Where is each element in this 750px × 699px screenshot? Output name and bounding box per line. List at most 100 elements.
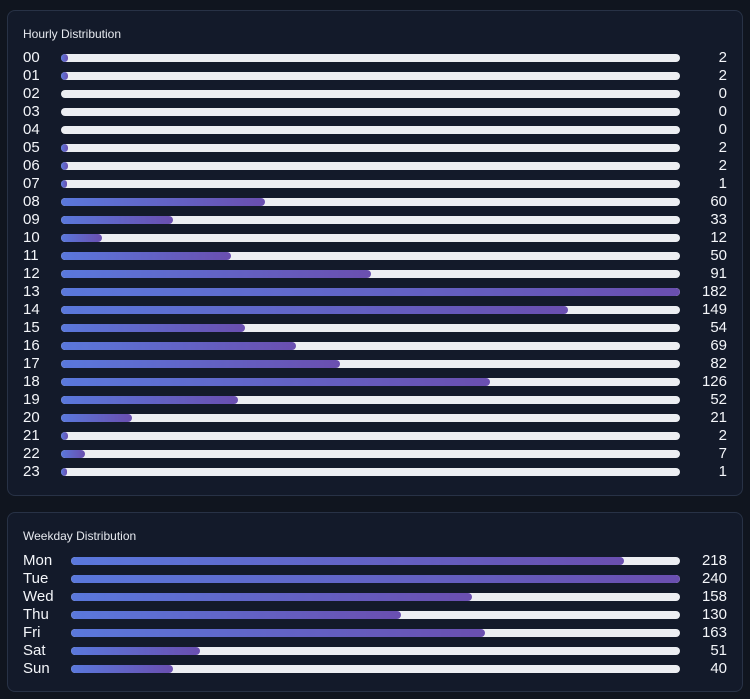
hour-row: 13 182 bbox=[8, 283, 742, 301]
weekday-distribution-panel: Weekday Distribution Mon 218 Tue 240 Wed 158 T… bbox=[7, 512, 743, 692]
hour-bar bbox=[61, 198, 266, 206]
weekday-row: Fri 163 bbox=[8, 624, 742, 642]
hour-label: 21 bbox=[23, 427, 40, 444]
hour-value: 91 bbox=[710, 265, 727, 282]
hour-row: 20 21 bbox=[8, 409, 742, 427]
hour-bar bbox=[61, 396, 238, 404]
hour-value: 54 bbox=[710, 319, 727, 336]
weekday-bar-track bbox=[71, 557, 680, 565]
weekday-bar-track bbox=[71, 647, 680, 655]
hour-bar-track bbox=[61, 162, 680, 170]
hour-bar-track bbox=[61, 360, 680, 368]
hourly-distribution-title: Hourly Distribution bbox=[23, 27, 122, 41]
hour-bar bbox=[61, 324, 245, 332]
hour-bar-track bbox=[61, 252, 680, 260]
hour-label: 10 bbox=[23, 229, 40, 246]
weekday-bar bbox=[71, 647, 201, 655]
hour-value: 2 bbox=[718, 49, 727, 66]
hour-value: 2 bbox=[718, 157, 727, 174]
hour-row: 09 33 bbox=[8, 211, 742, 229]
hour-bar-track bbox=[61, 108, 680, 116]
weekday-row: Sun 40 bbox=[8, 660, 742, 678]
hour-row: 15 54 bbox=[8, 319, 742, 337]
hour-row: 01 2 bbox=[8, 67, 742, 85]
hour-row: 03 0 bbox=[8, 103, 742, 121]
hour-label: 20 bbox=[23, 409, 40, 426]
hour-label: 17 bbox=[23, 355, 40, 372]
hour-value: 182 bbox=[701, 283, 727, 300]
hour-bar-track bbox=[61, 72, 680, 80]
hour-label: 23 bbox=[23, 463, 40, 480]
hour-bar-track bbox=[61, 288, 680, 296]
hour-label: 03 bbox=[23, 103, 40, 120]
weekday-label: Mon bbox=[23, 552, 53, 569]
hour-label: 15 bbox=[23, 319, 40, 336]
hour-value: 126 bbox=[701, 373, 727, 390]
hour-value: 0 bbox=[718, 103, 727, 120]
hour-label: 11 bbox=[23, 247, 39, 264]
weekday-bar-track bbox=[71, 575, 680, 583]
hour-bar bbox=[61, 306, 568, 314]
weekday-value: 240 bbox=[701, 570, 727, 587]
weekday-label: Sun bbox=[23, 660, 50, 677]
hour-bar-track bbox=[61, 144, 680, 152]
weekday-row: Sat 51 bbox=[8, 642, 742, 660]
weekday-bar bbox=[71, 629, 485, 637]
hour-bar-track bbox=[61, 342, 680, 350]
hour-label: 02 bbox=[23, 85, 40, 102]
hour-row: 14 149 bbox=[8, 301, 742, 319]
hour-row: 22 7 bbox=[8, 445, 742, 463]
hourly-distribution-panel: Hourly Distribution 00 2 01 2 02 0 03 0 04 0 05 2 06… bbox=[7, 10, 743, 496]
hour-bar bbox=[61, 432, 68, 440]
hour-value: 2 bbox=[718, 139, 727, 156]
hour-value: 69 bbox=[710, 337, 727, 354]
hour-bar bbox=[61, 234, 102, 242]
hour-bar-track bbox=[61, 324, 680, 332]
hour-row: 07 1 bbox=[8, 175, 742, 193]
weekday-bar bbox=[71, 575, 680, 583]
hour-row: 11 50 bbox=[8, 247, 742, 265]
hour-label: 09 bbox=[23, 211, 40, 228]
hour-bar bbox=[61, 216, 174, 224]
weekday-value: 218 bbox=[701, 552, 727, 569]
hour-value: 33 bbox=[710, 211, 727, 228]
hour-bar-track bbox=[61, 450, 680, 458]
hour-value: 7 bbox=[718, 445, 727, 462]
hour-bar-track bbox=[61, 432, 680, 440]
hour-bar-track bbox=[61, 180, 680, 188]
hour-bar-track bbox=[61, 234, 680, 242]
hour-row: 18 126 bbox=[8, 373, 742, 391]
hour-label: 01 bbox=[23, 67, 40, 84]
hour-bar bbox=[61, 414, 133, 422]
hour-value: 1 bbox=[718, 175, 727, 192]
weekday-bar-track bbox=[71, 611, 680, 619]
hour-label: 22 bbox=[23, 445, 40, 462]
weekday-bar bbox=[71, 557, 625, 565]
weekday-bar bbox=[71, 665, 173, 673]
hour-row: 08 60 bbox=[8, 193, 742, 211]
weekday-bar bbox=[71, 593, 472, 601]
hour-bar bbox=[61, 468, 67, 476]
weekday-value: 158 bbox=[701, 588, 727, 605]
hour-bar-track bbox=[61, 216, 680, 224]
weekday-label: Fri bbox=[23, 624, 41, 641]
weekday-bar-track bbox=[71, 629, 680, 637]
hour-row: 00 2 bbox=[8, 49, 742, 67]
hour-row: 05 2 bbox=[8, 139, 742, 157]
hour-bar bbox=[61, 72, 68, 80]
hour-bar bbox=[61, 144, 68, 152]
hour-value: 0 bbox=[718, 121, 727, 138]
hour-label: 08 bbox=[23, 193, 40, 210]
hour-value: 21 bbox=[710, 409, 727, 426]
weekday-bar-track bbox=[71, 593, 680, 601]
hour-bar-track bbox=[61, 54, 680, 62]
hour-value: 12 bbox=[710, 229, 727, 246]
hour-value: 50 bbox=[710, 247, 727, 264]
weekday-bar-list: Mon 218 Tue 240 Wed 158 Thu 130 Fri 163 Sat 51 Sun 40 bbox=[8, 552, 742, 678]
hour-row: 06 2 bbox=[8, 157, 742, 175]
hour-row: 10 12 bbox=[8, 229, 742, 247]
hour-row: 16 69 bbox=[8, 337, 742, 355]
hour-value: 149 bbox=[701, 301, 727, 318]
hour-row: 17 82 bbox=[8, 355, 742, 373]
hour-label: 19 bbox=[23, 391, 40, 408]
